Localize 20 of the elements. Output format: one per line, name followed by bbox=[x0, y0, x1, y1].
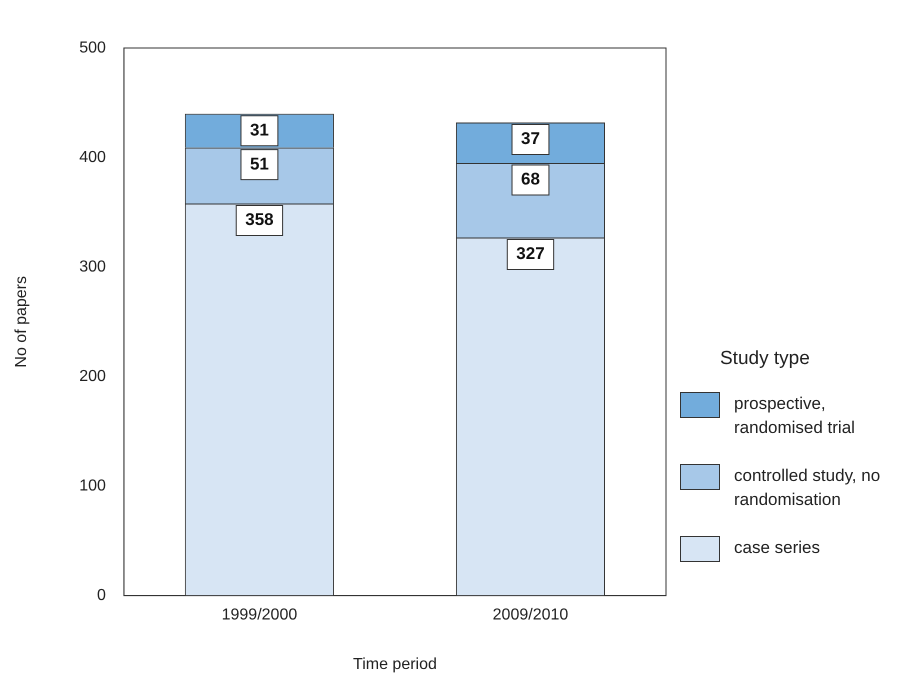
x-tick-label: 2009/2010 bbox=[492, 606, 568, 624]
data-label: 327 bbox=[516, 244, 545, 264]
data-label: 68 bbox=[521, 170, 540, 189]
y-tick-label: 500 bbox=[79, 39, 106, 56]
x-axis-title: Time period bbox=[353, 656, 437, 673]
y-tick-label: 200 bbox=[79, 368, 106, 385]
legend-title: Study type bbox=[720, 348, 811, 370]
y-tick-label: 300 bbox=[79, 258, 106, 276]
x-tick-label: 1999/2000 bbox=[222, 606, 298, 624]
data-label: 31 bbox=[250, 120, 269, 140]
legend-label: prospective, randomised trial bbox=[734, 393, 856, 439]
data-label: 51 bbox=[250, 154, 269, 174]
legend-label: controlled study, no randomisation bbox=[734, 465, 882, 511]
y-tick-label: 400 bbox=[79, 148, 106, 166]
legend-label: case series bbox=[734, 537, 821, 559]
data-label: 358 bbox=[245, 210, 274, 230]
y-axis-title: No of papers bbox=[13, 276, 30, 368]
y-tick-label: 0 bbox=[96, 587, 106, 604]
data-label: 37 bbox=[521, 129, 540, 148]
y-tick-label: 100 bbox=[79, 477, 106, 494]
